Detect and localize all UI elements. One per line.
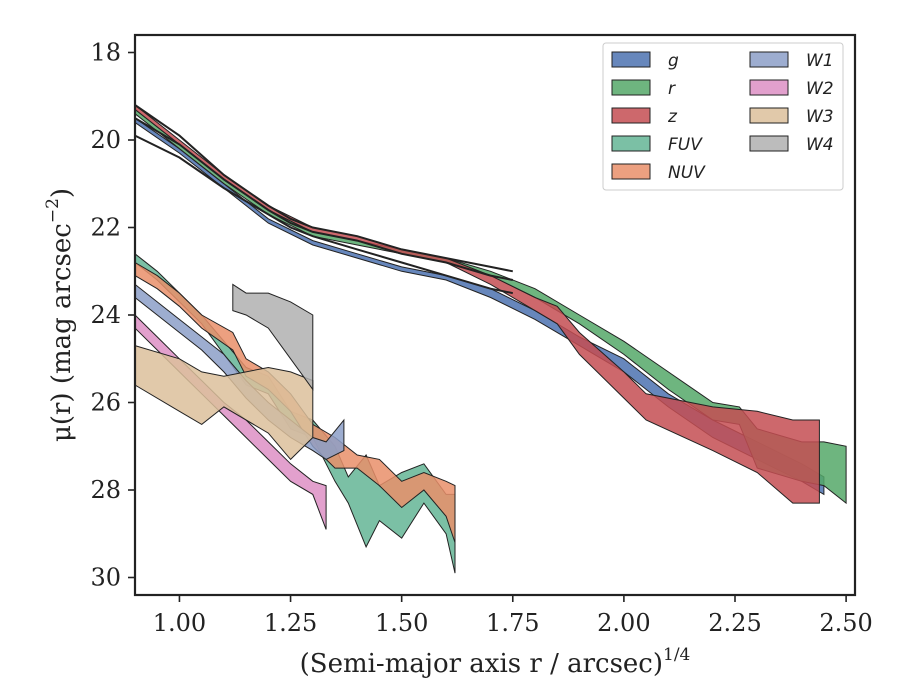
y-tick-label: 22 — [90, 214, 121, 242]
legend-label-r: r — [668, 79, 676, 99]
band-w1 — [134, 283, 345, 460]
legend-label-fuv: FUV — [668, 135, 703, 155]
model-line-2 — [134, 117, 513, 281]
band-layer — [134, 103, 847, 574]
legend-label-nuv: NUV — [668, 163, 706, 183]
x-tick-label: 2.50 — [819, 609, 872, 637]
legend-label-w4: W4 — [806, 135, 834, 155]
model-line-3 — [134, 134, 513, 295]
legend-label-z: z — [667, 107, 678, 127]
y-axis-label: μ(r) (mag arcsec−2) — [43, 188, 77, 442]
x-tick-label: 1.75 — [486, 609, 539, 637]
legend-label-w1: W1 — [806, 51, 834, 71]
band-w4 — [232, 283, 314, 391]
legend-swatch-z — [611, 107, 651, 124]
legend-swatch-fuv — [611, 135, 651, 152]
legend-swatch-g — [611, 51, 651, 68]
x-tick-label: 2.00 — [597, 609, 650, 637]
y-tick-label: 20 — [90, 126, 121, 154]
x-axis-label: (Semi-major axis r / arcsec)1/4 — [300, 645, 691, 679]
y-tick-label: 26 — [90, 389, 121, 417]
legend-label-w3: W3 — [806, 107, 834, 127]
legend-swatch-w3 — [749, 107, 789, 124]
model-line-1 — [134, 104, 513, 273]
y-tick-label: 28 — [90, 476, 121, 504]
y-tick-label: 24 — [90, 301, 121, 329]
legend-swatch-w1 — [749, 51, 789, 68]
x-axis-ticks: 1.00 1.25 1.50 1.75 2.00 2.25 2.50 — [153, 595, 873, 637]
y-tick-label: 30 — [90, 564, 121, 592]
legend: grz FUV NUV W1 W2 W3 W4 — [602, 42, 844, 191]
legend-label-w2: W2 — [806, 79, 834, 99]
x-tick-label: 1.25 — [264, 609, 317, 637]
x-tick-label: 2.25 — [708, 609, 761, 637]
legend-label-g: g — [668, 51, 679, 71]
y-axis-ticks: 18 20 22 24 26 28 30 — [90, 39, 135, 592]
legend-swatch-r — [611, 79, 651, 96]
band-w3 — [134, 344, 314, 461]
legend-swatch-w2 — [749, 79, 789, 96]
model-line-layer — [134, 104, 513, 295]
x-tick-label: 1.50 — [375, 609, 428, 637]
legend-swatch-w4 — [749, 135, 789, 152]
y-tick-label: 18 — [90, 39, 121, 67]
legend-swatch-nuv — [611, 163, 651, 180]
x-tick-label: 1.00 — [153, 609, 206, 637]
